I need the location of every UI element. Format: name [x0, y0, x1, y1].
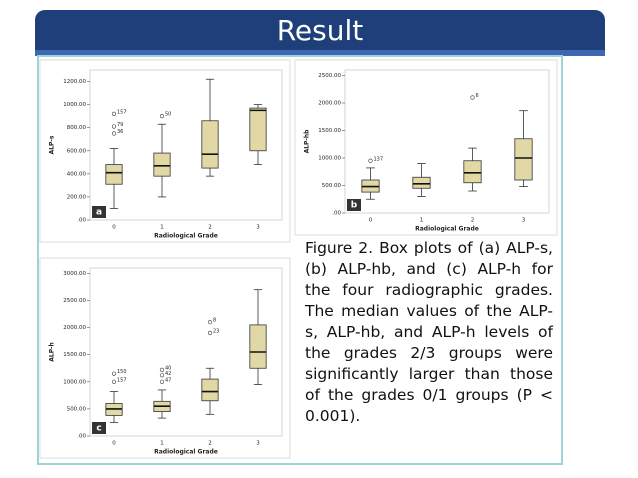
panel-letter-box: [347, 199, 361, 211]
box: [201, 120, 219, 169]
y-tick-label: 2000.00: [318, 101, 341, 107]
x-tick-label: 1: [160, 441, 164, 447]
box: [463, 160, 482, 184]
box: [153, 152, 171, 177]
y-tick-label: 400.00: [67, 171, 87, 177]
panel-letter: a: [96, 208, 102, 218]
x-tick-label: 2: [471, 218, 475, 224]
outlier: [159, 379, 165, 384]
y-tick-label: 3000.00: [63, 271, 86, 277]
panel-background: [39, 59, 291, 243]
outlier: [368, 158, 373, 163]
y-axis-label: ALP-h: [49, 342, 56, 362]
x-tick-label: 2: [208, 441, 212, 447]
panel-letter: c: [96, 424, 101, 434]
box: [105, 164, 123, 185]
y-tick-label: 1000.00: [63, 102, 86, 108]
outlier: [111, 131, 117, 136]
y-tick-label: 1000.00: [318, 156, 341, 162]
y-axis-label: ALP-s: [49, 135, 56, 154]
slide-title: Result: [276, 14, 364, 47]
outlier: [207, 320, 213, 325]
outlier: [207, 330, 213, 336]
panel-letter-box: [92, 206, 106, 218]
outlier: [111, 379, 117, 384]
outlier-label: 137: [374, 156, 384, 162]
outlier: [111, 371, 117, 376]
outlier-label: 157: [117, 377, 127, 383]
y-tick-label: 500.00: [67, 406, 87, 412]
y-tick-label: 1000.00: [63, 379, 86, 385]
x-tick-label: 0: [112, 225, 116, 231]
y-tick-label: 2500.00: [63, 298, 86, 304]
y-tick-label: 800.00: [67, 125, 87, 131]
y-tick-label: .00: [77, 434, 86, 440]
y-tick-label: 600.00: [67, 148, 87, 154]
y-tick-label: 1200.00: [63, 79, 86, 85]
panel-background: [39, 257, 291, 459]
outlier: [159, 367, 165, 372]
x-tick-label: 0: [369, 218, 373, 224]
plot-area: [89, 69, 283, 221]
box: [249, 107, 267, 152]
outlier-label: 150: [117, 369, 127, 375]
box: [514, 138, 533, 181]
outlier-label: 157: [117, 109, 127, 115]
x-tick-label: 1: [420, 218, 424, 224]
outlier: [111, 124, 117, 129]
panel-letter-box: [92, 422, 106, 434]
x-tick-label: 3: [256, 441, 260, 447]
y-tick-label: 1500.00: [63, 352, 86, 358]
y-tick-label: 2000.00: [63, 325, 86, 331]
y-tick-label: .00: [77, 218, 86, 224]
outlier-label: 79: [117, 122, 123, 128]
panel-background: [294, 59, 558, 236]
y-axis-label: ALP-hb: [304, 129, 311, 154]
y-tick-label: 200.00: [67, 194, 87, 200]
outlier: [111, 111, 117, 116]
x-tick-label: 1: [160, 225, 164, 231]
box: [412, 176, 431, 189]
outlier-label: 36: [117, 129, 123, 135]
x-axis-label: Radiological Grade: [154, 233, 218, 240]
box: [201, 378, 219, 402]
x-tick-label: 3: [522, 218, 526, 224]
outlier-label: 23: [213, 329, 219, 335]
y-tick-label: 500.00: [322, 183, 342, 189]
y-tick-label: .00: [332, 211, 341, 217]
outlier: [159, 114, 165, 119]
outlier-label: 47: [165, 377, 171, 383]
outlier-label: 50: [165, 112, 171, 118]
x-tick-label: 2: [208, 225, 212, 231]
x-tick-label: 0: [112, 441, 116, 447]
plot-area: [344, 69, 550, 214]
x-axis-label: Radiological Grade: [154, 449, 218, 456]
title-banner: Result: [35, 10, 605, 56]
outlier-label: 42: [165, 371, 171, 377]
y-tick-label: 2500.00: [318, 73, 341, 79]
outlier: [159, 373, 165, 378]
box: [249, 324, 267, 369]
outlier-label: 8: [213, 318, 216, 324]
outlier-label: 40: [165, 365, 171, 371]
y-tick-label: 1500.00: [318, 128, 341, 134]
outlier-label: 6: [476, 93, 479, 99]
outlier: [470, 95, 475, 100]
panel-letter: b: [351, 201, 358, 211]
x-axis-label: Radiological Grade: [415, 226, 479, 233]
plot-area: [89, 267, 283, 437]
caption: Figure 2. Box plots of (a) ALP-s, (b) AL…: [305, 238, 553, 427]
x-tick-label: 3: [256, 225, 260, 231]
